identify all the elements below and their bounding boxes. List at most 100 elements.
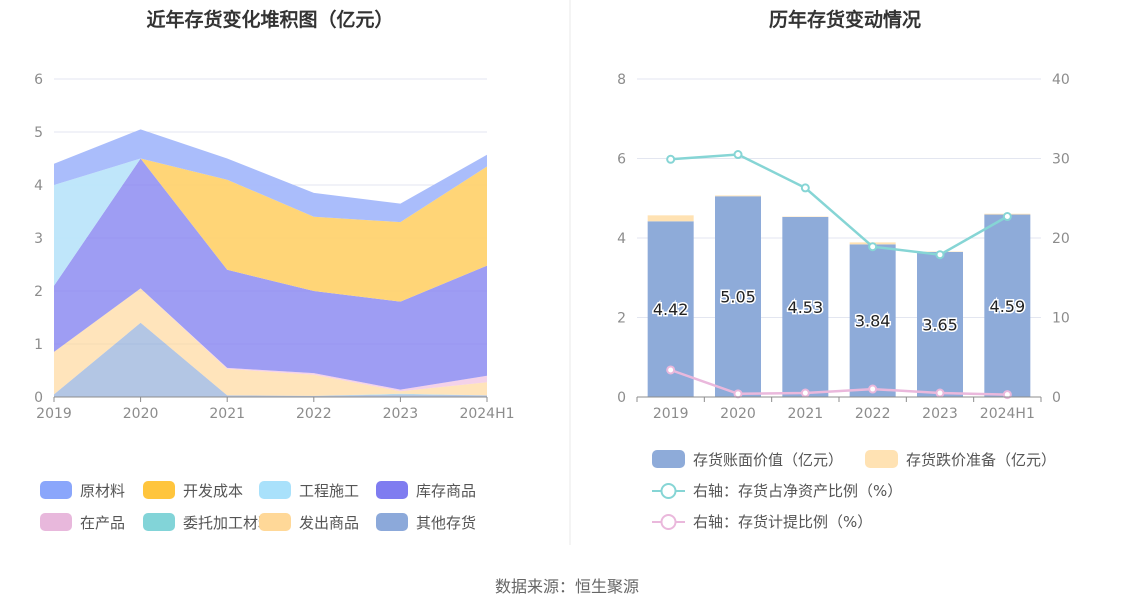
right-left-tick-label: 0: [617, 390, 626, 406]
left-area-series: [54, 129, 487, 397]
right-grid: [637, 78, 1041, 398]
right-left-tick-label: 2: [617, 311, 626, 327]
right-y-axis-left: 0 2 4 6 8: [617, 72, 626, 406]
left-y-tick-label: 5: [34, 125, 43, 141]
legend-label-2: 工程施工: [299, 482, 359, 500]
line-point-0: [733, 150, 743, 160]
line-point-1: [733, 389, 743, 399]
legend-swatch-4: [40, 513, 72, 531]
legend-marker-0: [660, 483, 677, 499]
line-series-0: [670, 153, 1008, 256]
left-y-tick-label: 0: [34, 390, 43, 406]
right-legend: 存货账面价值（亿元） 存货跌价准备（亿元）右轴：存货占净资产比例（%） 右轴：存货计…: [652, 450, 1056, 531]
line-point-0: [935, 250, 945, 260]
right-x-tick-label: 2021: [788, 406, 824, 422]
right-x-axis: 2019 2020 2021 2022 2023 2024H1: [636, 396, 1042, 422]
right-lines: [666, 150, 1012, 400]
left-y-tick-label: 2: [34, 284, 43, 300]
legend-label-line-0: 右轴：存货占净资产比例（%）: [693, 482, 902, 500]
legend-label-line-1: 右轴：存货计提比例（%）: [693, 513, 872, 531]
bar-value-label: 5.05: [720, 288, 756, 307]
right-right-tick-label: 0: [1052, 390, 1061, 406]
legend-label-0: 原材料: [80, 482, 125, 500]
line-point-0: [666, 154, 676, 164]
right-x-tick-label: 2019: [653, 406, 689, 422]
area-series-4: [54, 158, 487, 390]
left-y-tick-label: 4: [34, 178, 43, 194]
area-series-2: [54, 288, 487, 396]
legend-label-7: 其他存货: [416, 514, 476, 532]
line-point-1: [868, 384, 878, 394]
area-series-7: [54, 129, 487, 223]
line-point-1: [935, 388, 945, 398]
right-chart: 历年存货变动情况 4.425.054.533.84 3.654.59 02468 …: [617, 8, 1070, 531]
right-bars: [647, 195, 1031, 397]
line-point-1: [1002, 390, 1012, 400]
legend-label-1: 开发成本: [183, 482, 243, 500]
left-y-tick-label: 6: [34, 72, 43, 88]
bar-value-label: 4.53: [788, 298, 824, 317]
area-series-3: [54, 288, 487, 392]
right-x-tick-label: 2024H1: [980, 406, 1035, 422]
bar-value-label: 3.65: [922, 315, 958, 334]
source-label: 数据来源：恒生聚源: [495, 577, 639, 596]
legend-label-6: 发出商品: [299, 514, 359, 532]
legend-label-4: 在产品: [80, 514, 125, 532]
left-x-tick-label: 2019: [36, 406, 72, 422]
legend-swatch-5: [143, 513, 175, 531]
legend-swatch-1: [143, 481, 175, 499]
left-x-tick-label: 2022: [296, 406, 332, 422]
line-point-0: [800, 183, 810, 193]
right-y-axis-right: 0 10 20 30 40: [1052, 72, 1070, 406]
legend-swatch-2: [259, 481, 291, 499]
right-right-tick-label: 40: [1052, 72, 1070, 88]
right-chart-title: 历年存货变动情况: [769, 8, 921, 31]
area-series-5: [54, 158, 487, 302]
right-left-tick-label: 8: [617, 72, 626, 88]
right-right-tick-label: 30: [1052, 152, 1070, 168]
left-x-tick-label: 2023: [383, 406, 419, 422]
bar-impairment: [647, 215, 694, 222]
right-bar-labels: 4.42 5.05 4.53 3.84 3.65 4.59: [651, 286, 1026, 336]
bar-book-value: [984, 214, 1031, 397]
right-left-tick-label: 6: [617, 152, 626, 168]
legend-swatch-7: [376, 513, 408, 531]
left-y-axis: 0 1 2 3 4 5 6: [34, 72, 43, 406]
legend-swatch-3: [376, 481, 408, 499]
bar-book-value: [849, 244, 896, 397]
left-x-tick-label: 2024H1: [459, 406, 514, 422]
line-series-1: [670, 368, 1008, 396]
legend-swatch-0: [40, 481, 72, 499]
right-x-tick-label: 2022: [855, 406, 891, 422]
legend-label-impairment: 存货跌价准备（亿元）: [906, 451, 1056, 469]
right-left-tick-label: 4: [617, 231, 626, 247]
bar-impairment: [715, 195, 761, 197]
legend-marker-1: [660, 514, 677, 530]
right-x-tick-label: 2020: [720, 406, 756, 422]
bar-book-value: [917, 251, 963, 397]
left-x-tick-label: 2020: [123, 406, 159, 422]
line-point-0: [868, 242, 878, 252]
left-x-tick-label: 2021: [209, 406, 245, 422]
line-point-1: [666, 365, 676, 375]
right-right-tick-label: 10: [1052, 311, 1070, 327]
bar-value-label: 4.59: [990, 297, 1026, 316]
legend-label-3: 库存商品: [416, 482, 476, 500]
legend-label-5: 委托加工材料: [183, 514, 273, 532]
left-chart-title: 近年存货变化堆积图（亿元）: [146, 8, 393, 31]
line-point-0: [1002, 212, 1012, 222]
area-series-6: [54, 158, 487, 302]
bar-book-value: [715, 196, 761, 397]
legend-swatch-book: [652, 450, 685, 468]
bar-value-label: 4.42: [653, 300, 689, 319]
line-point-1: [800, 388, 810, 398]
bar-book-value: [782, 216, 829, 397]
right-x-tick-label: 2023: [922, 406, 958, 422]
area-series-0: [54, 322, 487, 397]
left-y-tick-label: 1: [34, 337, 43, 353]
legend-label-book: 存货账面价值（亿元）: [693, 451, 843, 469]
left-x-axis: 2019 2020 2021 2022 2023 2024H1: [36, 396, 515, 422]
